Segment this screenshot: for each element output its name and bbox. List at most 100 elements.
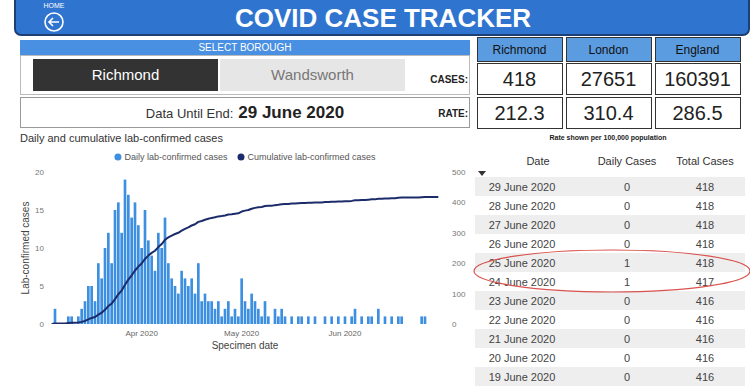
table-cell: 0: [624, 314, 630, 326]
bar: [414, 324, 417, 325]
data-until-date: 29 June 2020: [238, 103, 344, 122]
bar: [210, 301, 213, 324]
selector-title-bar: [20, 40, 470, 55]
bar: [200, 301, 203, 324]
y2-tick-label: 100: [452, 290, 466, 299]
bar: [364, 324, 367, 325]
stats-header: London: [588, 43, 628, 57]
bar: [417, 324, 420, 325]
selector-title: SELECT BOROUGH: [198, 42, 291, 53]
bar: [207, 301, 210, 324]
bar: [397, 316, 400, 324]
bar: [214, 309, 217, 324]
borough-button[interactable]: Wandsworth: [220, 59, 405, 91]
stats-cell: [656, 64, 741, 95]
table-cell: 26 June 2020: [489, 238, 556, 250]
back-arrow: [49, 18, 59, 26]
bar: [264, 301, 267, 324]
stats-header-cell: [656, 38, 741, 62]
bar: [317, 324, 320, 325]
bar: [160, 248, 163, 324]
bar: [360, 316, 363, 324]
stats-cell: [567, 64, 652, 95]
back-circle: [45, 13, 63, 31]
x-tick-label: Apr 2020: [125, 329, 158, 338]
bar: [197, 263, 200, 324]
highlight-ellipse: [474, 250, 750, 292]
bar: [217, 301, 220, 324]
borough-label: Richmond: [92, 66, 160, 83]
bar: [387, 324, 390, 325]
table-row-bg: [475, 272, 745, 291]
bar: [280, 309, 283, 324]
bar: [140, 248, 143, 324]
stats-header-cell: [478, 38, 563, 62]
bar: [260, 316, 263, 324]
bar: [227, 301, 230, 324]
borough-button-bg: [33, 59, 218, 91]
table-row-bg: [475, 291, 745, 310]
stats-row-label: RATE:: [438, 108, 468, 119]
y2-tick-label: 0: [452, 320, 457, 329]
home-label: HOME: [44, 2, 65, 9]
bar: [234, 309, 237, 324]
bar: [190, 278, 193, 324]
bar: [104, 248, 107, 324]
bar: [337, 316, 340, 324]
table-cell: 20 June 2020: [489, 352, 556, 364]
bar: [167, 263, 170, 324]
legend-swatch: [114, 154, 121, 161]
legend-label: Daily lab-confirmed cases: [124, 152, 228, 162]
bar: [137, 225, 140, 324]
legend-label: Cumulative lab-confirmed cases: [247, 152, 376, 162]
bar: [54, 309, 57, 324]
bar: [107, 233, 110, 324]
bar: [287, 324, 290, 325]
table-cell: 0: [624, 352, 630, 364]
bar: [377, 309, 380, 324]
bar: [127, 195, 130, 324]
sort-indicator[interactable]: [478, 171, 486, 176]
table-cell: 416: [696, 371, 714, 383]
stats-value: 212.3: [494, 102, 544, 124]
bar: [330, 316, 333, 324]
table-cell: 416: [696, 314, 714, 326]
table-row-bg: [475, 215, 745, 234]
bar: [394, 324, 397, 325]
table-cell: 19 June 2020: [489, 371, 556, 383]
bar: [367, 316, 370, 324]
y-tick-label: 15: [35, 206, 44, 215]
table-cell: 0: [624, 333, 630, 345]
bar: [124, 180, 127, 324]
bar: [144, 210, 147, 324]
bar: [294, 324, 297, 325]
table-row-bg: [475, 367, 745, 386]
bar: [244, 301, 247, 324]
bar: [384, 316, 387, 324]
table-cell: 25 June 2020: [489, 257, 556, 269]
x-axis-title: Specimen date: [212, 340, 279, 351]
borough-button[interactable]: Richmond: [33, 59, 218, 91]
bar: [147, 240, 150, 324]
bar: [150, 256, 153, 324]
selector-frame: [21, 56, 470, 95]
stats-header: Richmond: [492, 43, 546, 57]
borough-button-bg: [220, 59, 405, 91]
table-cell: 0: [624, 295, 630, 307]
back-button[interactable]: [45, 13, 63, 31]
bar: [117, 202, 120, 324]
bar: [114, 210, 117, 324]
stats-value: 27651: [581, 68, 637, 90]
chart-title: Daily and cumulative lab-confirmed cases: [20, 132, 223, 144]
bar: [257, 309, 260, 324]
table-cell: 0: [624, 181, 630, 193]
bar: [304, 324, 307, 325]
y2-tick-label: 200: [452, 259, 466, 268]
data-until-box: [21, 98, 470, 128]
bar: [430, 324, 433, 325]
bar: [230, 316, 233, 324]
plot-area: [52, 180, 439, 324]
bar: [220, 316, 223, 324]
bar: [390, 316, 393, 324]
stats-header: England: [675, 43, 719, 57]
